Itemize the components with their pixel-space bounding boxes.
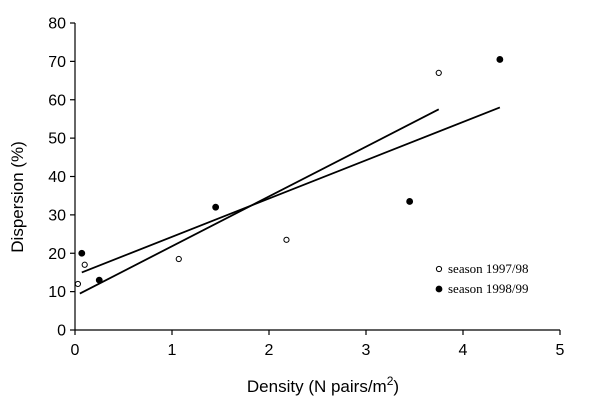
y-tick-label-0: 0	[57, 323, 66, 340]
legend-label-season-1998-99: season 1998/99	[448, 281, 529, 296]
legend-marker-filled-circle	[435, 285, 443, 293]
data-point-series-0-4	[435, 69, 442, 76]
y-tick-label-60: 60	[48, 92, 66, 109]
x-axis-title-main: Density (N pairs/m	[247, 377, 387, 396]
legend-marker-open-circle	[435, 265, 443, 273]
y-tick-label-10: 10	[48, 284, 66, 301]
y-tick-label-80: 80	[48, 16, 66, 33]
y-tick-label-20: 20	[48, 246, 66, 263]
y-tick-label-70: 70	[48, 54, 66, 71]
data-point-series-0-3	[283, 236, 290, 243]
data-point-series-0-0	[74, 280, 82, 288]
trendline-series-1	[81, 106, 501, 274]
x-axis-title-suffix: )	[393, 377, 399, 396]
data-point-series-0-1	[81, 261, 88, 268]
x-tick-label-0: 0	[71, 342, 80, 359]
x-tick-label-4: 4	[459, 342, 468, 359]
y-axis-title: Dispersion (%)	[8, 141, 27, 252]
data-point-series-1-3	[406, 198, 414, 205]
data-points	[74, 56, 504, 288]
data-point-series-1-1	[95, 276, 103, 284]
legend: season 1997/98 season 1998/99	[435, 261, 529, 296]
y-tick-label-50: 50	[48, 131, 66, 148]
data-point-series-1-0	[78, 249, 86, 257]
data-point-series-0-2	[175, 255, 182, 263]
trendlines	[79, 106, 501, 295]
x-axis-title-superscript: 2	[387, 374, 394, 388]
x-tick-label-5: 5	[556, 342, 565, 359]
y-tick-label-40: 40	[48, 169, 66, 186]
ticks: 0 10 20 30 40 50 60 70 80 0 1 2 3 4 5	[48, 16, 564, 360]
legend-label-season-1997-98: season 1997/98	[448, 261, 529, 276]
x-axis-title: Density (N pairs/m2)	[247, 374, 399, 396]
x-tick-label-2: 2	[265, 342, 274, 359]
x-tick-label-3: 3	[362, 342, 371, 359]
y-tick-label-30: 30	[48, 207, 66, 224]
x-tick-label-1: 1	[168, 342, 177, 359]
data-point-series-1-4	[496, 56, 504, 63]
data-point-series-1-2	[212, 203, 220, 211]
